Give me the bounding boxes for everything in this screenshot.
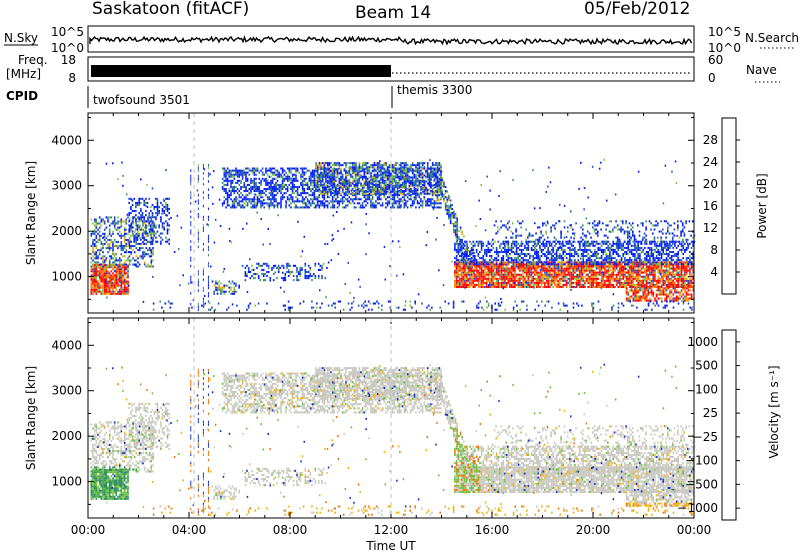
power-panel-frame — [87, 112, 695, 314]
beam-label: Beam 14 — [355, 3, 431, 23]
colorbar-tick-label: 1000 — [687, 335, 718, 349]
nsky-tick-top: 10^5 — [51, 25, 84, 39]
station-title: Saskatoon (fitACF) — [92, 0, 249, 19]
x-tick-label: 12:00 — [374, 523, 409, 537]
y-tick-label: 3000 — [51, 384, 82, 398]
freq-tick-bottom: 8 — [68, 71, 76, 85]
freq-tick-top: 18 — [61, 53, 76, 67]
x-tick-label: 00:00 — [71, 523, 106, 537]
nsearch-tick-bottom: 10^0 — [708, 41, 741, 55]
colorbar-tick-label: −1000 — [677, 501, 718, 515]
velocity-colorbar: 1000 500 100 25 −25 −100 −500 −1000 — [677, 329, 740, 521]
colorbar-tick-label: 24 — [703, 155, 718, 169]
power-colorbar-label: Power [dB] — [755, 173, 769, 238]
y-tick-label: 1000 — [51, 475, 82, 489]
y-tick-label: 4000 — [51, 338, 82, 352]
velocity-ylabel: Slant Range [km] — [24, 366, 38, 470]
nsky-trace — [89, 35, 693, 46]
nave-label: Nave — [746, 63, 777, 77]
colorbar-tick-label: −500 — [685, 477, 718, 491]
x-tick-label: 00:00 — [677, 523, 712, 537]
y-tick-label: 2000 — [51, 224, 82, 238]
colorbar-tick-label: 12 — [703, 221, 718, 235]
colorbar-tick-label: 16 — [703, 199, 718, 213]
power-axes: 1000 2000 3000 4000 — [51, 113, 695, 313]
velocity-panel-frame — [87, 317, 695, 519]
cpid-entry-1: twofsound 3501 — [93, 93, 190, 107]
x-axis-ticks: 00:00 04:00 08:00 12:00 16:00 20:00 00:00 — [71, 523, 712, 537]
colorbar-tick-label: 100 — [695, 382, 718, 396]
power-colorbar: 4 8 12 16 20 24 28 — [703, 117, 740, 295]
velocity-colorbar-label: Velocity [m s⁻¹] — [767, 365, 781, 458]
y-tick-label: 3000 — [51, 179, 82, 193]
colorbar-tick-label: −100 — [685, 454, 718, 468]
freq-panel-frame — [87, 56, 695, 82]
freq-label: Freq. — [18, 53, 48, 67]
nsky-label: N.Sky — [4, 31, 38, 45]
cpid-label: CPID — [6, 89, 38, 103]
x-tick-label: 20:00 — [576, 523, 611, 537]
colorbar-tick-label: 500 — [695, 359, 718, 373]
velocity-data — [90, 363, 696, 516]
x-tick-label: 08:00 — [273, 523, 308, 537]
colorbar-tick-label: −25 — [693, 430, 718, 444]
freq-unit: [MHz] — [6, 67, 41, 81]
power-data — [90, 158, 696, 311]
y-tick-label: 2000 — [51, 429, 82, 443]
cpid-entry-2: themis 3300 — [397, 83, 472, 97]
x-tick-label: 16:00 — [475, 523, 510, 537]
freq-bar — [91, 65, 391, 77]
y-tick-label: 1000 — [51, 270, 82, 284]
nsearch-tick-top: 10^5 — [708, 25, 741, 39]
colorbar-tick-label: 8 — [710, 243, 718, 257]
y-tick-label: 4000 — [51, 133, 82, 147]
nsky-tick-bottom: 10^0 — [51, 41, 84, 55]
velocity-panel: 1000 2000 3000 4000 — [51, 317, 696, 519]
colorbar-tick-label: 28 — [703, 133, 718, 147]
nave-tick-bottom: 0 — [708, 71, 716, 85]
nsearch-label: N.Search — [745, 31, 799, 45]
colorbar-tick-label: 25 — [703, 406, 718, 420]
velocity-axes: 1000 2000 3000 4000 — [51, 318, 695, 518]
x-axis-label: Time UT — [365, 539, 416, 553]
date-label: 05/Feb/2012 — [584, 0, 690, 19]
colorbar-tick-label: 20 — [703, 177, 718, 191]
power-panel: 1000 2000 3000 4000 — [51, 112, 696, 314]
nsky-panel-frame — [87, 25, 695, 53]
x-tick-label: 04:00 — [172, 523, 207, 537]
power-ylabel: Slant Range [km] — [24, 161, 38, 265]
colorbar-tick-label: 4 — [710, 265, 718, 279]
nave-tick-top: 60 — [708, 53, 723, 67]
